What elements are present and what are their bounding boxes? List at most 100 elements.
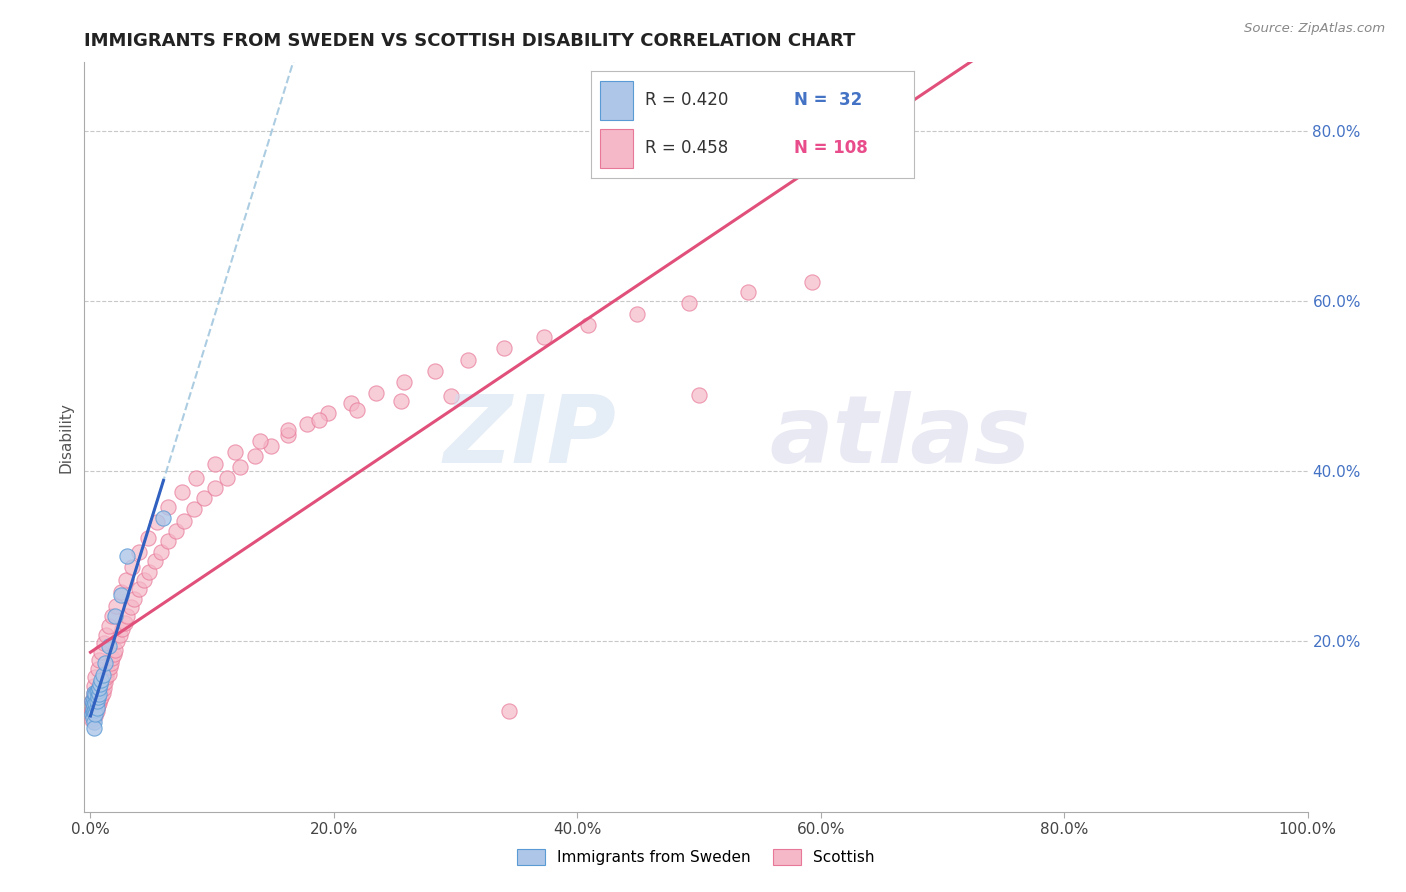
Point [204, 458, 226, 472]
Point [157, 500, 180, 514]
Point [84, 670, 107, 684]
Point [86, 701, 108, 715]
Point [82, 709, 104, 723]
Point [87, 681, 110, 696]
Text: atlas: atlas [769, 391, 1031, 483]
FancyBboxPatch shape [600, 129, 633, 168]
Point [259, 439, 281, 453]
Point [86, 685, 108, 699]
Point [110, 588, 132, 602]
Text: IMMIGRANTS FROM SWEDEN VS SCOTTISH DISABILITY CORRELATION CHART: IMMIGRANTS FROM SWEDEN VS SCOTTISH DISAB… [84, 32, 856, 50]
Point [150, 545, 173, 559]
Point [173, 514, 195, 528]
Point [90, 690, 112, 704]
Point [346, 402, 368, 417]
Point [457, 353, 479, 368]
Point [83, 721, 105, 735]
Point [114, 615, 136, 630]
Point [626, 307, 648, 321]
Point [87, 690, 110, 704]
Point [533, 329, 555, 343]
Point [277, 428, 299, 442]
Point [82, 704, 104, 718]
Point [128, 582, 150, 596]
Point [105, 634, 128, 648]
Point [183, 502, 205, 516]
Point [84, 706, 107, 721]
Text: N =  32: N = 32 [794, 91, 862, 109]
Point [340, 396, 363, 410]
Point [366, 385, 388, 400]
Point [115, 549, 138, 564]
Point [80, 694, 103, 708]
Legend: Immigrants from Sweden, Scottish: Immigrants from Sweden, Scottish [512, 843, 880, 871]
Text: ZIP: ZIP [443, 391, 616, 483]
Point [678, 295, 700, 310]
Point [295, 417, 318, 432]
Point [89, 683, 111, 698]
Point [121, 559, 143, 574]
Point [105, 599, 128, 613]
Point [498, 704, 520, 718]
Point [308, 413, 330, 427]
Point [98, 660, 121, 674]
Point [91, 685, 114, 699]
Point [101, 608, 124, 623]
Point [114, 573, 136, 587]
Point [84, 687, 107, 701]
Y-axis label: Disability: Disability [58, 401, 73, 473]
Point [104, 608, 127, 623]
Point [80, 706, 103, 721]
Point [97, 639, 120, 653]
Point [101, 651, 124, 665]
Point [122, 591, 145, 606]
Point [87, 687, 110, 701]
Point [111, 622, 134, 636]
Point [229, 459, 252, 474]
Point [91, 668, 114, 682]
Point [138, 565, 160, 579]
Point [84, 696, 107, 710]
Point [389, 394, 412, 409]
Point [104, 643, 127, 657]
Point [136, 531, 159, 545]
Point [84, 690, 107, 704]
Text: N = 108: N = 108 [794, 139, 868, 157]
Text: Source: ZipAtlas.com: Source: ZipAtlas.com [1244, 22, 1385, 36]
Point [87, 690, 110, 704]
Point [83, 679, 105, 693]
Point [83, 715, 105, 730]
Point [100, 656, 122, 670]
FancyBboxPatch shape [600, 81, 633, 120]
Point [494, 341, 516, 355]
Point [82, 704, 104, 718]
Point [96, 664, 118, 678]
Point [96, 670, 118, 684]
Point [170, 485, 193, 500]
Point [146, 515, 169, 529]
Point [193, 491, 215, 506]
Point [82, 711, 104, 725]
Point [108, 627, 131, 641]
Point [143, 553, 166, 567]
Point [132, 573, 155, 587]
Point [80, 713, 103, 727]
Point [83, 685, 105, 699]
Point [96, 627, 118, 641]
Point [83, 704, 105, 718]
Point [186, 471, 208, 485]
Point [82, 701, 104, 715]
Point [224, 445, 246, 459]
Point [86, 694, 108, 708]
Point [90, 681, 112, 696]
Point [83, 704, 105, 718]
Point [93, 636, 115, 650]
Point [89, 677, 111, 691]
Point [87, 653, 110, 667]
Point [94, 656, 117, 670]
Point [423, 364, 446, 378]
Point [440, 389, 463, 403]
Point [103, 647, 125, 661]
Point [97, 666, 120, 681]
Point [110, 585, 132, 599]
